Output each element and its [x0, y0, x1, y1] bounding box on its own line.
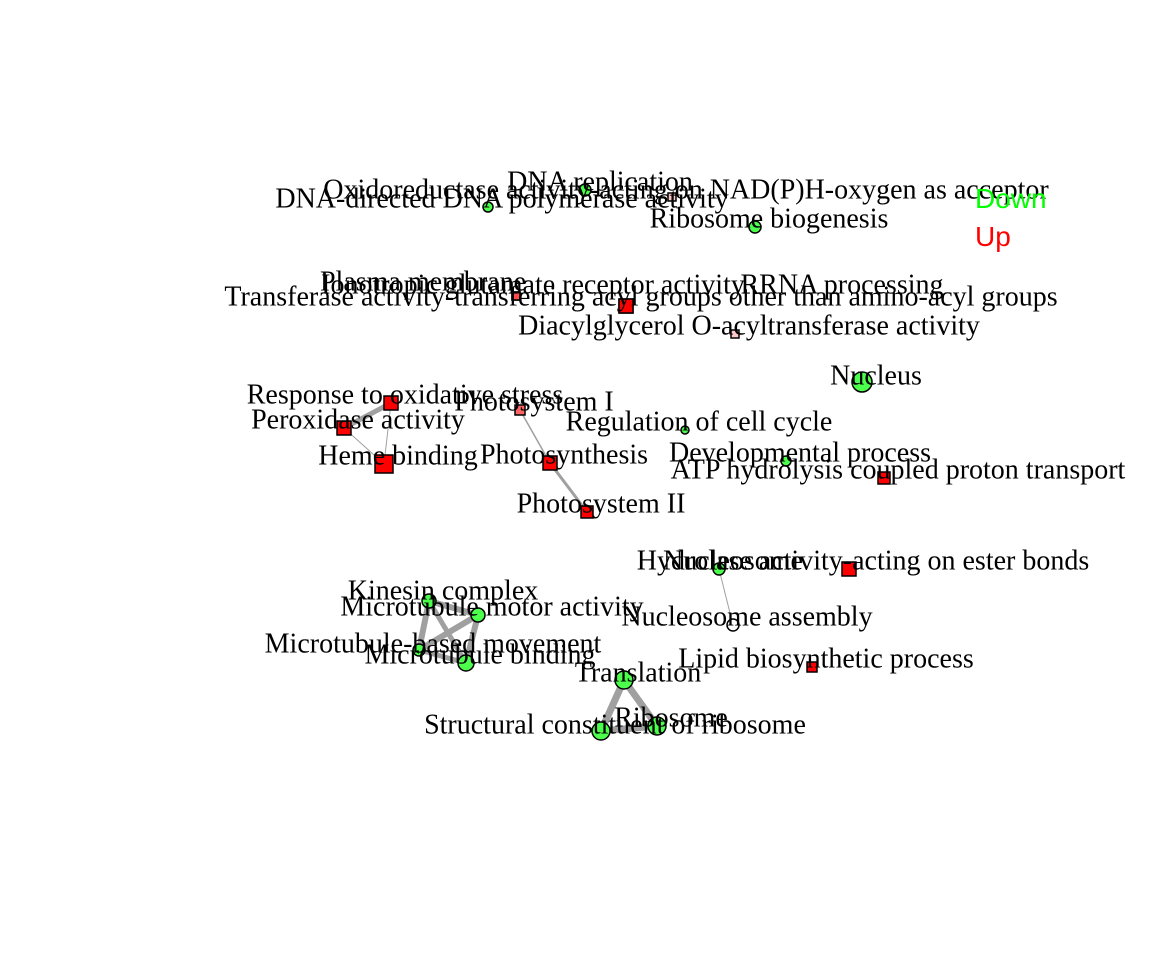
node-ribosome_biogenesis [748, 220, 762, 234]
node-label-kinesin_complex: Kinesin complex [348, 575, 539, 606]
node-label-structural_ribosome: Structural constituent of ribosome [424, 709, 806, 740]
node-nucleus [851, 371, 873, 393]
node-label-dna_replication: DNA replication [507, 166, 693, 197]
node-label-nucleus: Nucleus [830, 360, 922, 391]
node-label-plasma_membrane: Plasma membrane [320, 266, 526, 297]
node-label-photosystem_ii: Photosystem II [517, 488, 686, 519]
node-label-ionotropic: Ionotropic glutamate receptor activity [321, 269, 745, 300]
edge-response_oxidative-peroxidase [341, 400, 394, 431]
node-peroxidase [336, 420, 352, 436]
node-label-response_oxidative: Response to oxidative stress [247, 379, 564, 410]
node-label-photosynthesis: Photosynthesis [480, 439, 648, 470]
node-label-transferase: Transferase activity-transferring acyl g… [224, 281, 1057, 312]
node-dna_replication [578, 183, 592, 197]
node-nucleosome [712, 562, 726, 576]
node-label-hydrolase: Hydrolase activity-acting on ester bonds [637, 545, 1090, 576]
node-label-dna_polymerase: DNA-directed DNA polymerase activity [275, 183, 728, 214]
node-photosystem_ii [580, 505, 594, 519]
node-kinesin_complex [421, 593, 437, 609]
node-label-regulation_cell_cycle: Regulation of cell cycle [566, 406, 833, 437]
node-structural_ribosome [591, 721, 611, 741]
node-ribosome [647, 716, 667, 736]
node-label-nucleosome: Nucleosome [663, 545, 803, 576]
node-nucleosome_assembly [726, 618, 740, 632]
node-lipid_biosynthetic [806, 661, 818, 673]
legend: Down Up [975, 183, 1047, 252]
edge-photosystem_i-photosynthesis [519, 409, 551, 464]
node-label-diacylglycerol: Diacylglycerol O-acyltransferase activit… [518, 310, 980, 341]
node-photosynthesis [542, 455, 558, 471]
node-label-lipid_biosynthetic: Lipid biosynthetic process [678, 643, 974, 674]
node-mt_movement [412, 643, 426, 657]
edge-nucleosome-nucleosome_assembly [718, 568, 734, 626]
node-label-translation: Translation [575, 657, 702, 688]
node-label-mt_movement: Microtubule-based movement [265, 628, 602, 659]
node-label-ribosome_biogenesis: Ribosome biogenesis [650, 203, 889, 234]
node-photosystem_i [514, 404, 526, 416]
node-regulation_cell_cycle [680, 425, 690, 435]
node-label-photosystem_i: Photosystem I [454, 386, 613, 417]
edge-mt_motor-mt_movement [416, 612, 481, 653]
node-mt_binding [457, 654, 475, 672]
node-label-rrna_processing: RRNA processing [741, 269, 944, 300]
node-label-peroxidase: Peroxidase activity [251, 404, 465, 435]
edge-response_oxidative-heme_binding [383, 402, 392, 465]
node-ionotropic [511, 291, 521, 301]
node-diacylglycerol [730, 329, 740, 339]
node-transferase [618, 298, 634, 314]
edge-photosynthesis-photosystem_ii [548, 461, 589, 514]
node-label-atp_hydrolysis: ATP hydrolysis coupled proton transport [671, 454, 1126, 485]
node-label-heme_binding: Heme binding [318, 440, 477, 471]
legend-entry-up: Up [975, 221, 1011, 252]
edge-kinesin_complex-mt_movement [416, 598, 432, 653]
node-developmental [780, 455, 792, 467]
edge-kinesin_complex-mt_motor [426, 598, 481, 618]
node-layer [336, 183, 891, 741]
node-dna_polymerase [482, 201, 494, 213]
node-mt_motor [470, 607, 486, 623]
node-hydrolase [841, 561, 857, 577]
node-label-mt_motor: Microtubule motor activity [340, 591, 643, 622]
node-label-ribosome: Ribosome [614, 702, 728, 733]
node-translation [614, 670, 634, 690]
node-atp_hydrolysis [877, 471, 891, 485]
node-label-developmental: Developmental process [669, 437, 931, 468]
node-response_oxidative [383, 395, 399, 411]
node-label-oxidoreductase: Oxidoreductase activity-acting on NAD(P)… [323, 174, 1049, 205]
node-label-mt_binding: Microtubule binding [365, 639, 596, 670]
node-oxidoreductase [667, 192, 677, 202]
node-label-nucleosome_assembly: Nucleosome assembly [621, 601, 872, 632]
legend-entry-down: Down [975, 183, 1047, 214]
node-heme_binding [374, 454, 394, 474]
